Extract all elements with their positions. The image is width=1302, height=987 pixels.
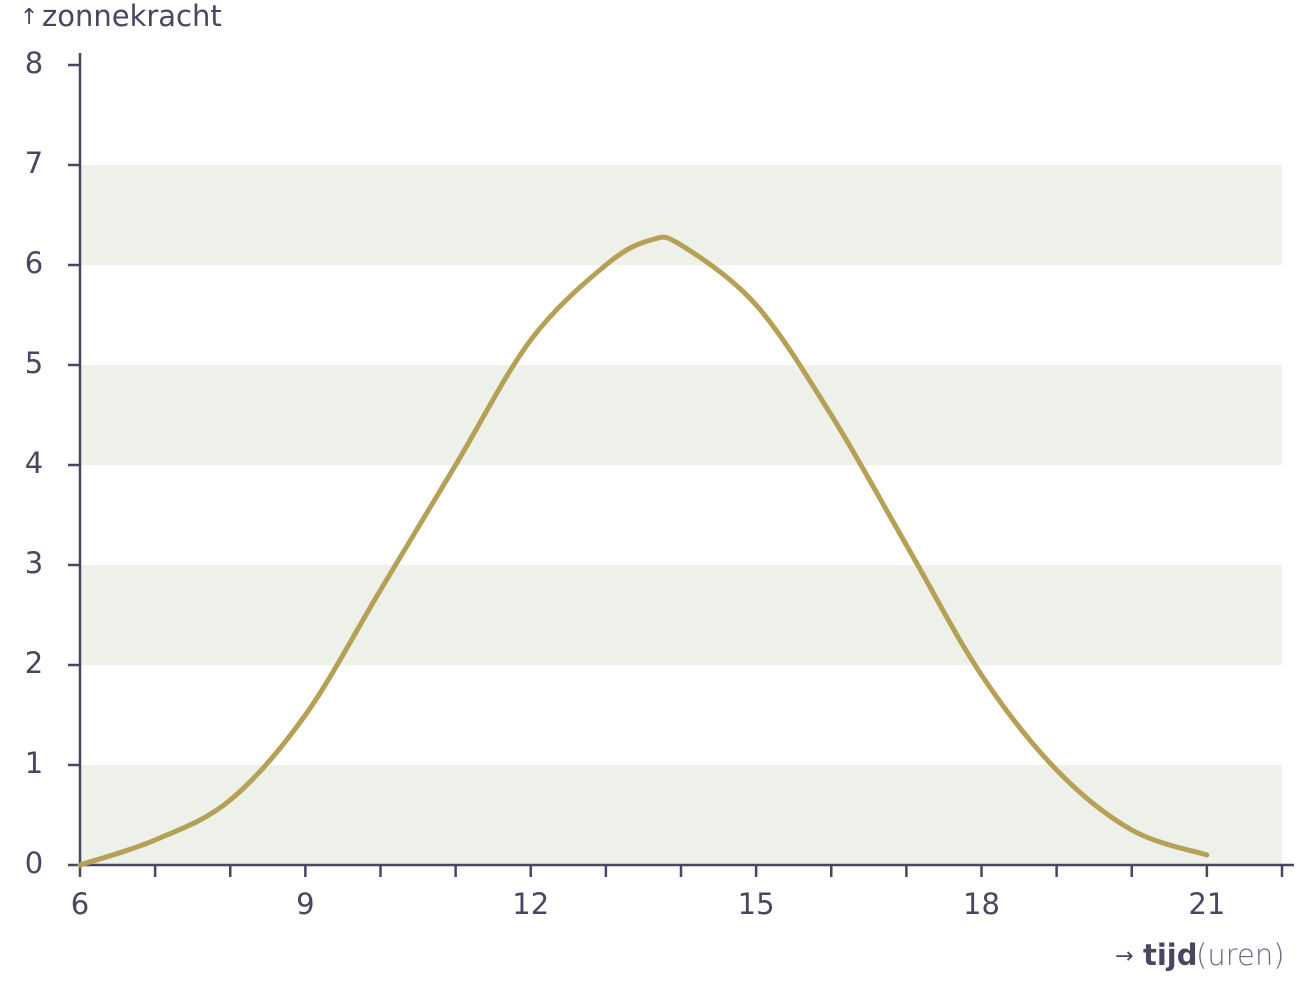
x-axis-label: tijd xyxy=(1143,938,1198,972)
x-tick-label: 12 xyxy=(512,887,549,921)
x-tick-label: 9 xyxy=(296,887,314,921)
grid-band xyxy=(80,765,1282,865)
line xyxy=(77,234,1210,868)
y-tick-label: 0 xyxy=(25,846,43,880)
y-tick-label: 2 xyxy=(25,646,43,680)
y-tick-label: 5 xyxy=(25,346,43,380)
x-tick-label: 15 xyxy=(738,887,775,921)
y-tick-label: 7 xyxy=(25,146,43,180)
grid-band xyxy=(80,365,1282,465)
y-tick-label: 3 xyxy=(25,546,43,580)
x-arrow: → xyxy=(1115,944,1133,969)
x-axis-unit: (uren) xyxy=(1196,938,1285,972)
x-tick-label: 6 xyxy=(71,887,89,921)
y-arrow: ↑ xyxy=(20,5,38,30)
y-tick-label: 4 xyxy=(25,446,43,480)
y-tick-label: 8 xyxy=(25,46,43,80)
x-tick-label: 18 xyxy=(963,887,1000,921)
y-tick-label: 6 xyxy=(25,246,43,280)
x-tick-label: 21 xyxy=(1188,887,1225,921)
y-axis-label: zonnekracht xyxy=(42,0,222,33)
grid-band xyxy=(80,165,1282,265)
y-tick-label: 1 xyxy=(25,746,43,780)
grid-band xyxy=(80,565,1282,665)
